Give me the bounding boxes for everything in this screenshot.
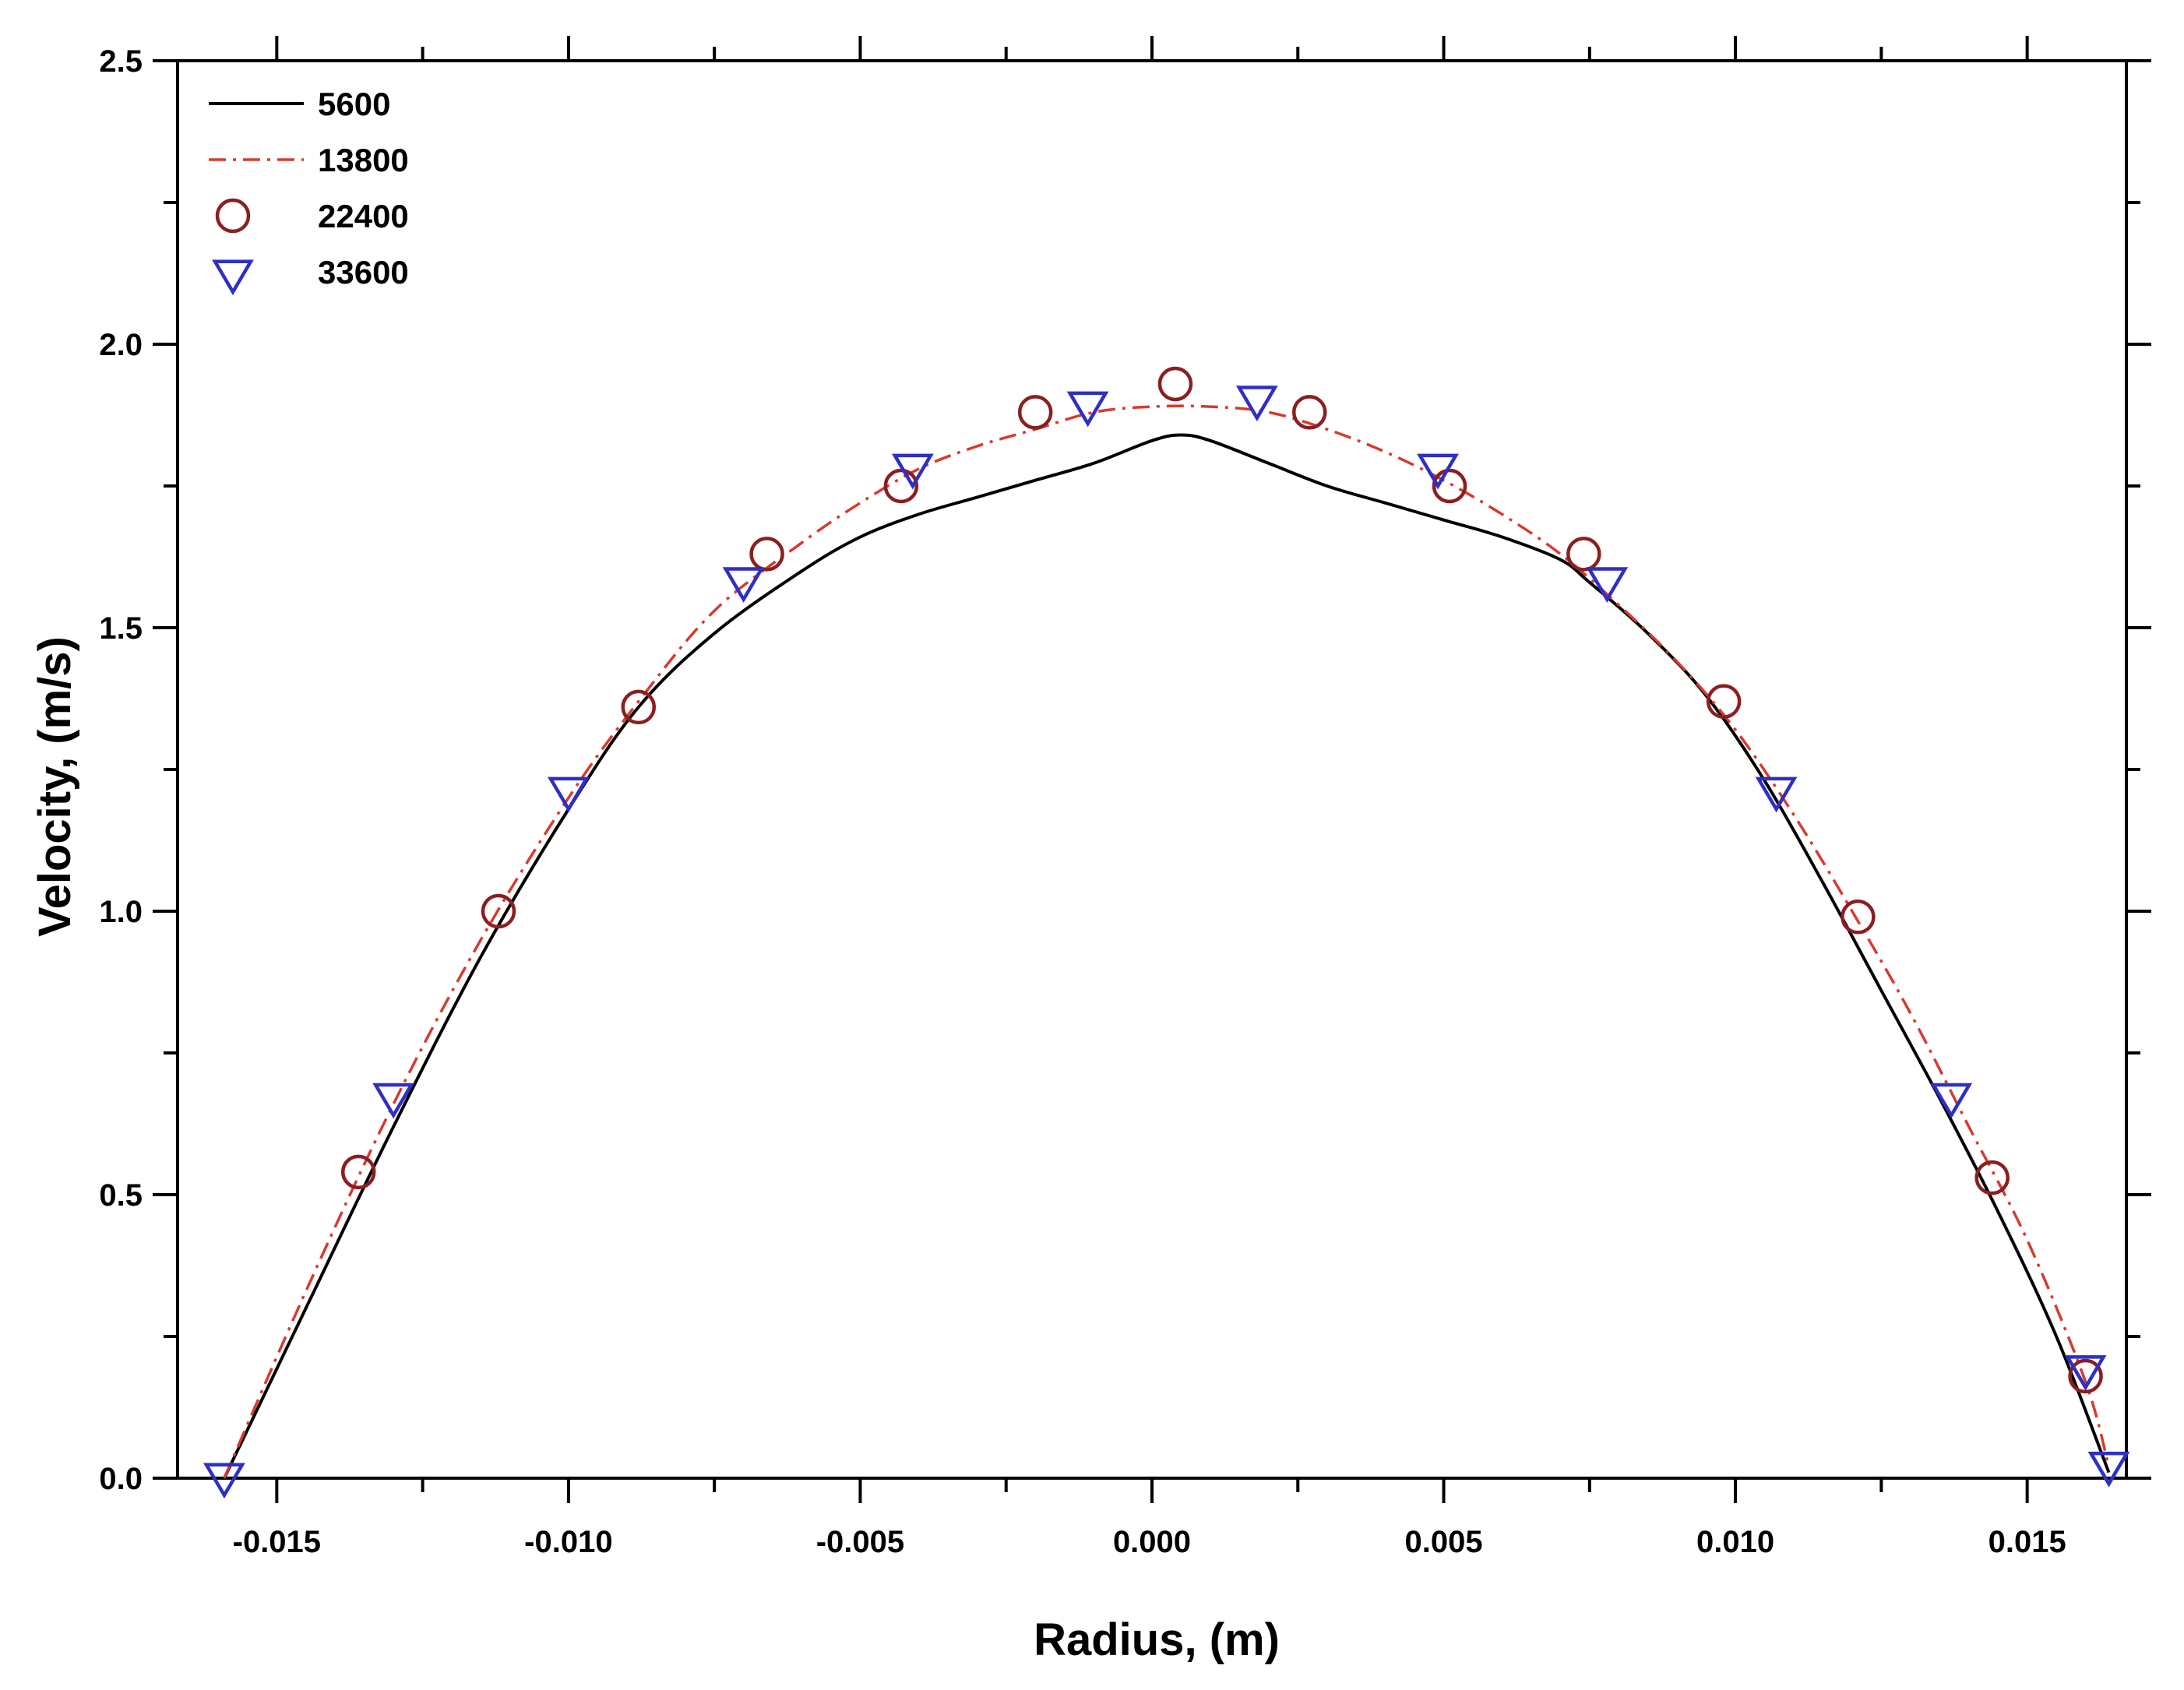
legend-label: 33600 — [318, 254, 409, 290]
data-point-33600 — [2087, 1451, 2130, 1488]
series-22400 — [340, 366, 2103, 1394]
series-13800 — [223, 404, 2111, 1479]
x-tick-label: 0.010 — [1696, 1525, 1774, 1559]
data-point-22400 — [883, 468, 919, 504]
y-tick-label: 1.5 — [99, 611, 143, 646]
data-point-22400 — [1974, 1160, 2010, 1195]
data-point-22400 — [1432, 468, 1467, 504]
data-point-33600 — [1066, 391, 1109, 428]
data-point-22400 — [1566, 537, 1601, 572]
data-point-33600 — [1755, 776, 1798, 813]
x-tick-label: 0.015 — [1988, 1525, 2066, 1559]
legend-label: 22400 — [318, 198, 409, 234]
y-tick-label: 1.0 — [99, 895, 143, 929]
data-point-33600 — [1235, 386, 1278, 422]
x-tick-label: 0.000 — [1113, 1525, 1191, 1559]
legend-item-33600: 33600 — [212, 254, 409, 296]
data-point-33600 — [1930, 1083, 1973, 1119]
data-point-33600 — [372, 1083, 415, 1119]
x-tick-label: -0.015 — [233, 1525, 321, 1559]
x-tick-label: -0.010 — [524, 1525, 612, 1559]
data-point-33600 — [1586, 567, 1629, 604]
x-tick-label: -0.005 — [816, 1525, 904, 1559]
y-tick-label: 2.5 — [99, 44, 143, 79]
legend: 5600 13800 22400 33600 — [209, 86, 409, 296]
data-point-22400 — [1292, 395, 1327, 430]
data-point-22400 — [749, 537, 784, 572]
y-tick-label: 2.0 — [99, 328, 143, 362]
series-line-5600 — [223, 433, 2111, 1479]
plot-border — [176, 59, 2128, 1480]
data-point-22400 — [2068, 1358, 2103, 1394]
x-axis-title: Radius, (m) — [1034, 1614, 1280, 1665]
legend-symbol-triangle — [212, 259, 254, 296]
x-tick-label: 0.005 — [1404, 1525, 1482, 1559]
data-point-33600 — [1417, 453, 1459, 490]
data-point-22400 — [621, 689, 657, 725]
legend-item-22400: 22400 — [215, 198, 409, 234]
series-33600 — [203, 386, 2130, 1499]
data-point-33600 — [722, 567, 765, 604]
x-tick-labels: -0.015 -0.010 -0.005 0.000 0.005 0.010 0.015 — [233, 1525, 2066, 1559]
legend-item-5600: 5600 — [209, 86, 390, 122]
legend-label: 5600 — [318, 86, 390, 122]
data-point-22400 — [1706, 684, 1742, 719]
y-tick-label: 0.5 — [99, 1178, 143, 1213]
series-layer — [203, 366, 2130, 1499]
data-point-22400 — [1157, 366, 1193, 402]
data-point-22400 — [481, 893, 516, 929]
y-tick-label: 0.0 — [99, 1462, 143, 1496]
data-point-22400 — [1841, 900, 1876, 935]
y-tick-labels: 0.0 0.5 1.0 1.5 2.0 2.5 — [99, 44, 143, 1496]
data-point-33600 — [891, 453, 934, 490]
legend-item-13800: 13800 — [209, 142, 409, 178]
data-point-33600 — [2064, 1355, 2107, 1391]
data-point-33600 — [547, 776, 590, 813]
legend-symbol-circle — [215, 198, 251, 234]
series-5600 — [223, 433, 2111, 1479]
series-line-13800 — [223, 404, 2111, 1479]
data-point-33600 — [203, 1463, 245, 1499]
legend-label: 13800 — [318, 142, 409, 178]
axis-ticks — [153, 36, 2151, 1503]
data-point-22400 — [1017, 395, 1053, 430]
data-point-22400 — [340, 1154, 376, 1190]
plot-frame — [176, 59, 2128, 1480]
y-axis-title: Velocity, (m/s) — [30, 636, 80, 937]
